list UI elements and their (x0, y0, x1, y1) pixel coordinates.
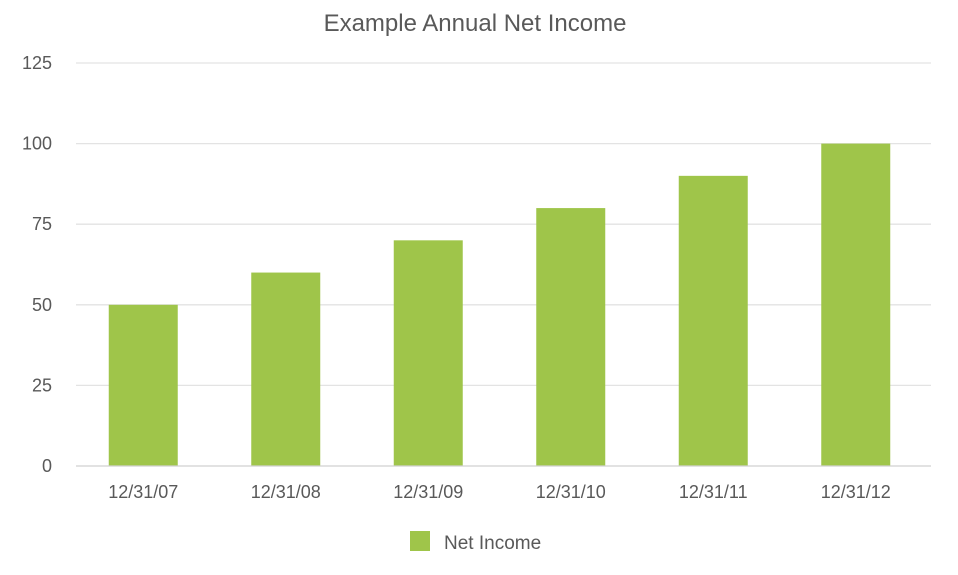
gridlines (76, 62, 931, 387)
x-axis-tick-labels: 12/31/07 12/31/08 12/31/09 12/31/10 12/31/11… (108, 482, 891, 502)
bars (108, 143, 891, 466)
y-axis-tick-labels: 0 25 50 75 100 125 (22, 53, 52, 476)
y-tick-label: 75 (32, 214, 52, 234)
y-tick-label: 25 (32, 375, 52, 395)
x-tick-label: 12/31/07 (108, 482, 178, 502)
bar-12-31-11 (678, 175, 748, 466)
bar-12-31-08 (251, 272, 321, 466)
y-tick-label: 50 (32, 295, 52, 315)
y-tick-label: 0 (42, 456, 52, 476)
x-tick-label: 12/31/11 (679, 482, 748, 502)
bar-12-31-12 (821, 143, 891, 466)
x-tick-label: 12/31/09 (393, 482, 463, 502)
legend-swatch-net-income (410, 531, 430, 551)
x-tick-label: 12/31/10 (536, 482, 606, 502)
bar-12-31-07 (108, 304, 178, 466)
y-tick-label: 125 (22, 53, 52, 73)
x-tick-label: 12/31/12 (821, 482, 891, 502)
bar-12-31-10 (536, 208, 606, 466)
bar-12-31-09 (393, 240, 463, 466)
legend-label-net-income: Net Income (444, 533, 541, 554)
x-tick-label: 12/31/08 (251, 482, 321, 502)
y-tick-label: 100 (22, 134, 52, 154)
chart-title: Example Annual Net Income (324, 10, 627, 37)
legend: Net Income (410, 531, 541, 554)
